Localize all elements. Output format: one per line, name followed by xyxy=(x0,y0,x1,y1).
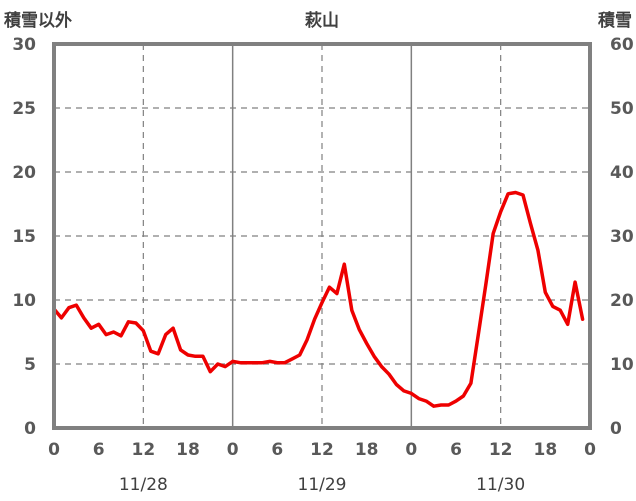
y-left-tick-label: 15 xyxy=(12,227,36,247)
x-tick-label: 6 xyxy=(93,440,105,460)
plot-frame xyxy=(52,42,592,430)
x-tick-label: 6 xyxy=(450,440,462,460)
y-right-tick-label: 0 xyxy=(610,419,622,439)
x-tick-label: 0 xyxy=(405,440,417,460)
y-left-tick-label: 25 xyxy=(12,99,36,119)
y-right-tick-label: 60 xyxy=(610,35,634,55)
x-tick-label: 0 xyxy=(584,440,596,460)
y-right-tick-label: 40 xyxy=(610,163,634,183)
x-tick-label: 18 xyxy=(176,440,200,460)
grid-layer xyxy=(54,44,590,428)
x-tick-label: 18 xyxy=(355,440,379,460)
x-tick-label: 12 xyxy=(310,440,334,460)
temperature-line xyxy=(52,190,585,408)
y-left-tick-label: 5 xyxy=(24,355,36,375)
y-left-axis-label: 積雪以外 xyxy=(4,10,72,31)
y-right-axis-label: 積雪 xyxy=(598,10,632,31)
x-tick-label: 18 xyxy=(533,440,557,460)
x-tick-label: 0 xyxy=(48,440,60,460)
label-layer: 0 6 12 18 0 6 12 18 0 6 12 18 0051015202530010203040… xyxy=(12,35,634,495)
y-left-tick-label: 30 xyxy=(12,35,36,55)
y-left-tick-label: 0 xyxy=(24,419,36,439)
x-tick-label: 12 xyxy=(131,440,155,460)
y-right-tick-label: 20 xyxy=(610,291,634,311)
y-right-tick-label: 10 xyxy=(610,355,634,375)
y-right-tick-label: 50 xyxy=(610,99,634,119)
y-left-tick-label: 10 xyxy=(12,291,36,311)
date-label: 11/28 xyxy=(119,475,168,495)
chart-title: 萩山 xyxy=(305,10,339,31)
x-tick-label: 12 xyxy=(489,440,513,460)
x-tick-label: 6 xyxy=(271,440,283,460)
date-label: 11/30 xyxy=(476,475,525,495)
x-tick-label: 0 xyxy=(227,440,239,460)
y-right-tick-label: 30 xyxy=(610,227,634,247)
date-label: 11/29 xyxy=(298,475,347,495)
y-left-tick-label: 20 xyxy=(12,163,36,183)
